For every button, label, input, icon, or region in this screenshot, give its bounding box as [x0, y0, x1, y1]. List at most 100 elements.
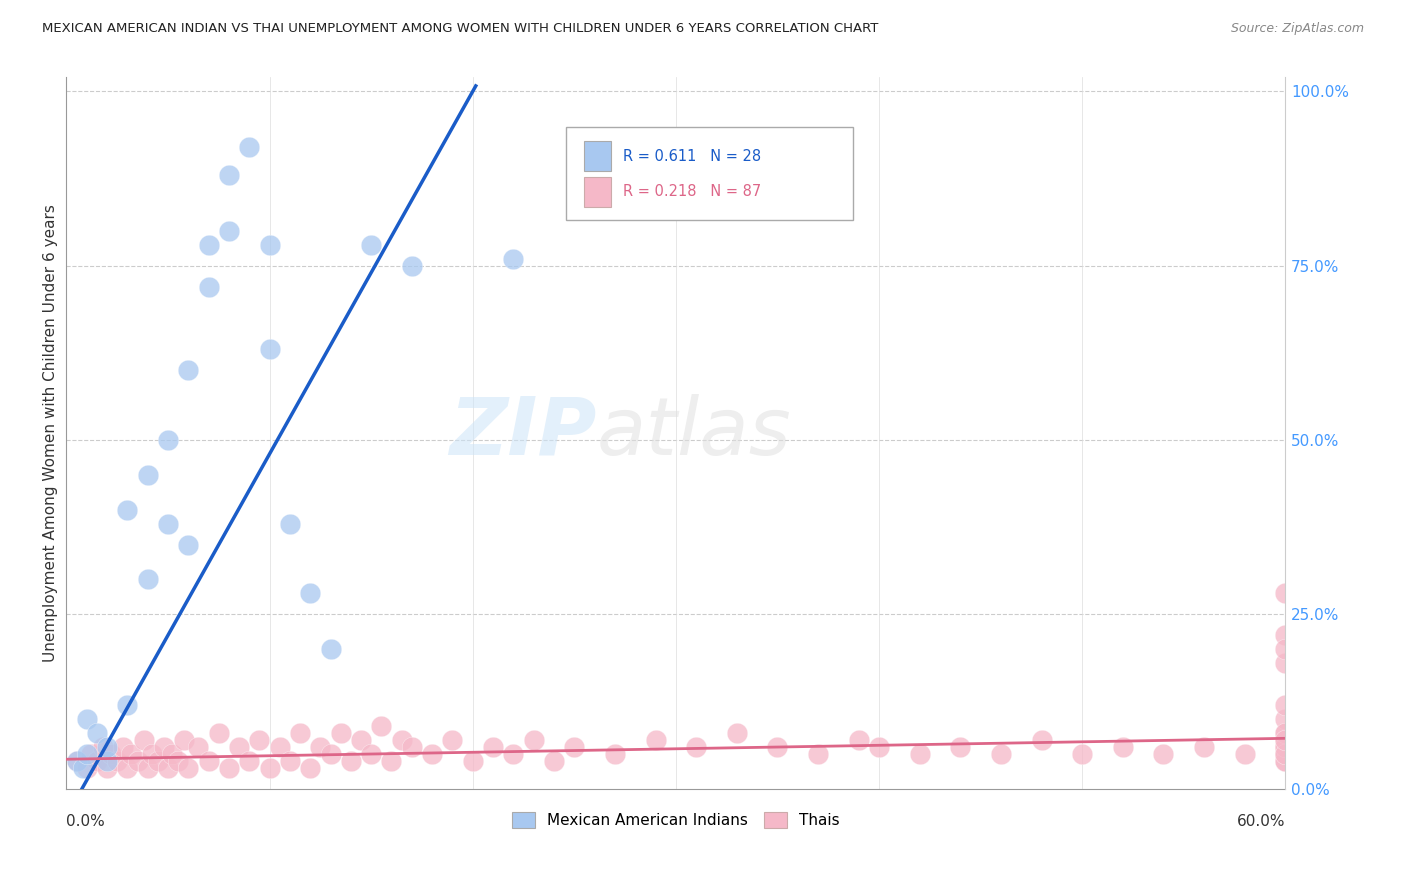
Text: Source: ZipAtlas.com: Source: ZipAtlas.com — [1230, 22, 1364, 36]
Point — [1274, 732, 1296, 747]
Point — [146, 754, 169, 768]
Text: 60.0%: 60.0% — [1237, 814, 1285, 829]
Point — [319, 642, 342, 657]
Point — [1274, 698, 1296, 712]
Point — [228, 739, 250, 754]
Point — [523, 732, 546, 747]
Point — [350, 732, 373, 747]
Point — [288, 725, 311, 739]
Point — [117, 761, 139, 775]
Point — [502, 252, 524, 266]
Point — [177, 537, 200, 551]
Point — [685, 739, 707, 754]
Point — [482, 739, 505, 754]
Point — [173, 732, 195, 747]
Point — [249, 732, 271, 747]
Point — [949, 739, 972, 754]
Point — [218, 761, 240, 775]
Point — [1274, 739, 1296, 754]
FancyBboxPatch shape — [567, 128, 852, 219]
Point — [96, 754, 118, 768]
Point — [603, 747, 626, 761]
Legend: Mexican American Indians, Thais: Mexican American Indians, Thais — [506, 806, 845, 834]
Point — [91, 739, 114, 754]
Point — [329, 725, 352, 739]
Point — [1274, 732, 1296, 747]
Point — [502, 747, 524, 761]
Point — [218, 224, 240, 238]
Point — [441, 732, 464, 747]
Point — [177, 761, 200, 775]
Point — [259, 761, 281, 775]
Point — [299, 761, 322, 775]
Point — [1274, 747, 1296, 761]
FancyBboxPatch shape — [585, 177, 612, 207]
Point — [278, 516, 301, 531]
Point — [86, 725, 108, 739]
Text: 0.0%: 0.0% — [66, 814, 105, 829]
Point — [299, 586, 322, 600]
Point — [1274, 712, 1296, 726]
Point — [1233, 747, 1256, 761]
Point — [807, 747, 830, 761]
Point — [117, 698, 139, 712]
Point — [76, 761, 98, 775]
Point — [136, 761, 159, 775]
Point — [868, 739, 890, 754]
Point — [72, 761, 94, 775]
Point — [319, 747, 342, 761]
Point — [197, 279, 219, 293]
Point — [1274, 725, 1296, 739]
Point — [76, 747, 98, 761]
Point — [76, 712, 98, 726]
Point — [420, 747, 443, 761]
Point — [1274, 642, 1296, 657]
FancyBboxPatch shape — [585, 142, 612, 171]
Text: MEXICAN AMERICAN INDIAN VS THAI UNEMPLOYMENT AMONG WOMEN WITH CHILDREN UNDER 6 Y: MEXICAN AMERICAN INDIAN VS THAI UNEMPLOY… — [42, 22, 879, 36]
Text: atlas: atlas — [596, 394, 792, 472]
Point — [167, 754, 190, 768]
Point — [141, 747, 163, 761]
Point — [990, 747, 1012, 761]
Point — [96, 739, 118, 754]
Point — [1274, 754, 1296, 768]
Point — [543, 754, 565, 768]
Point — [1274, 586, 1296, 600]
Point — [380, 754, 402, 768]
Point — [269, 739, 291, 754]
Point — [120, 747, 142, 761]
Point — [1274, 747, 1296, 761]
Point — [1274, 725, 1296, 739]
Point — [401, 259, 423, 273]
Point — [65, 754, 87, 768]
Point — [136, 573, 159, 587]
Text: ZIP: ZIP — [450, 394, 596, 472]
Point — [157, 433, 180, 447]
Point — [100, 747, 122, 761]
Point — [766, 739, 789, 754]
Point — [197, 237, 219, 252]
Point — [136, 467, 159, 482]
Point — [1274, 656, 1296, 670]
Point — [117, 502, 139, 516]
Point — [132, 732, 155, 747]
Point — [1274, 739, 1296, 754]
Point — [370, 719, 392, 733]
Point — [96, 761, 118, 775]
Point — [160, 747, 183, 761]
Point — [218, 168, 240, 182]
Point — [360, 237, 382, 252]
Point — [153, 739, 176, 754]
Point — [1112, 739, 1135, 754]
Point — [1071, 747, 1094, 761]
Point — [127, 754, 149, 768]
Point — [461, 754, 484, 768]
Point — [238, 754, 260, 768]
Point — [562, 739, 585, 754]
Point — [391, 732, 413, 747]
Point — [197, 754, 219, 768]
Point — [1274, 628, 1296, 642]
Point — [105, 754, 128, 768]
Point — [177, 363, 200, 377]
Point — [644, 732, 666, 747]
